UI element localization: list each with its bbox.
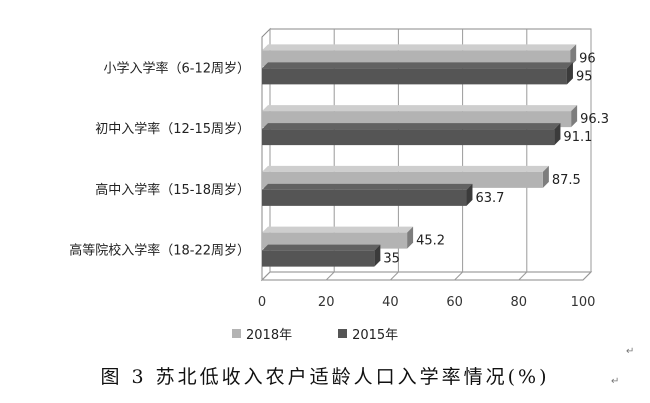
bar-side [566, 62, 573, 85]
paragraph-mark-caption: ↵ [611, 376, 620, 387]
data-label: 63.7 [475, 191, 504, 206]
bar-top [262, 244, 381, 251]
gridline-floor [390, 271, 399, 281]
gridline-floor [325, 271, 335, 281]
legend: 2018年 2015年 [232, 324, 398, 343]
x-tick-label: 80 [511, 295, 528, 310]
legend-item-2015: 2015年 [338, 324, 398, 343]
gridline-floor [518, 271, 528, 281]
bar-side [466, 183, 473, 206]
category-label: 高等院校入学率（18-22周岁） [69, 243, 250, 259]
bar-top [262, 165, 549, 172]
x-tick-label: 0 [258, 295, 266, 310]
bar-side [554, 123, 561, 146]
bar-top [262, 105, 578, 112]
bar-top [262, 62, 573, 69]
category-label: 小学入学率（6-12周岁） [103, 60, 250, 76]
category-label: 高中入学率（15-18周岁） [95, 182, 250, 198]
legend-item-2018: 2018年 [232, 324, 292, 343]
bar-side [407, 226, 414, 249]
x-tick-label: 60 [446, 295, 463, 310]
x-tick-label: 20 [318, 295, 335, 310]
x-tick-label: 40 [382, 295, 399, 310]
bar-top [262, 183, 473, 190]
bar-top [262, 44, 577, 51]
gridline-floor [454, 271, 463, 281]
bar [262, 68, 567, 85]
bar-side [571, 105, 578, 128]
floor [260, 271, 593, 281]
legend-swatch-2015 [338, 329, 348, 338]
bar-side [570, 44, 577, 67]
paragraph-mark: ↵ [626, 346, 635, 357]
gridline-floor [582, 271, 592, 281]
bar [262, 129, 555, 146]
data-label: 87.5 [552, 173, 581, 188]
bar-top [262, 123, 561, 130]
bar [262, 250, 375, 267]
data-label: 35 [383, 252, 400, 267]
category-label: 初中入学率（12-15周岁） [95, 121, 250, 137]
bar [262, 189, 467, 206]
bar-top [262, 226, 414, 233]
data-label: 95 [576, 69, 593, 84]
data-label: 96 [579, 51, 596, 66]
bar-side [542, 165, 549, 188]
data-label: 96.3 [580, 112, 609, 127]
data-label: 45.2 [416, 234, 445, 249]
data-label: 91.1 [563, 130, 592, 145]
legend-label-2018: 2018年 [246, 328, 293, 343]
gridline-floor [261, 271, 271, 281]
figure-caption: 图 3 苏北低收入农户适龄人口入学率情况(%) [100, 366, 550, 388]
x-tick-label: 100 [571, 295, 596, 310]
legend-swatch-2018 [232, 329, 241, 338]
legend-label-2015: 2015年 [352, 328, 399, 343]
bar-side [374, 244, 381, 267]
